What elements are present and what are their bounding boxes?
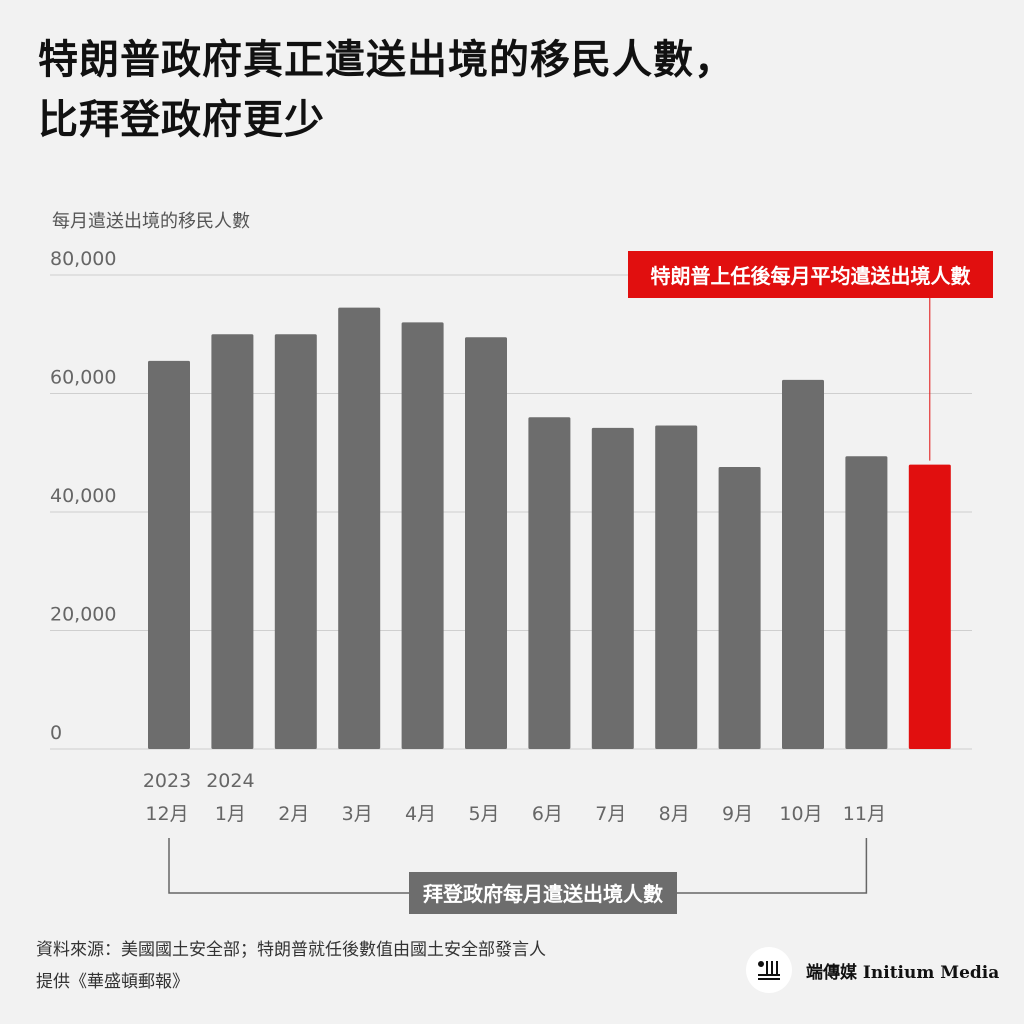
trump-annotation-box bbox=[628, 251, 993, 298]
y-tick-label: 0 bbox=[50, 722, 62, 744]
x-tick-label: 11月 bbox=[843, 803, 886, 825]
chart-title-line1: 特朗普政府真正遣送出境的移民人數， bbox=[38, 37, 735, 83]
y-tick-label: 60,000 bbox=[50, 367, 116, 389]
source-line1: 資料來源：美國國土安全部；特朗普就任後數值由國土安全部發言人 bbox=[36, 940, 546, 960]
x-tick-year: 2023 bbox=[143, 770, 191, 792]
x-tick-label: 5月 bbox=[468, 803, 499, 825]
trump-annotation-label: 特朗普上任後每月平均遣送出境人數 bbox=[651, 264, 971, 288]
bar bbox=[211, 334, 254, 749]
bar bbox=[148, 360, 190, 749]
x-tick-label: 6月 bbox=[532, 803, 563, 825]
x-tick-label: 4月 bbox=[405, 803, 436, 825]
x-tick-label: 1月 bbox=[215, 803, 246, 825]
x-tick-label: 3月 bbox=[342, 803, 373, 825]
bar bbox=[655, 425, 698, 749]
chart-title: 特朗普政府真正遣送出境的移民人數， 比拜登政府更少 bbox=[38, 30, 978, 150]
bar-chart: 每月遣送出境的移民人數 0 20,000 40,000 60,000 80,000 2023… bbox=[50, 211, 993, 914]
bar-trump-average bbox=[908, 464, 951, 749]
bar bbox=[401, 322, 444, 749]
y-tick-label: 20,000 bbox=[50, 604, 116, 626]
y-tick-label: 40,000 bbox=[50, 485, 116, 507]
bar bbox=[845, 456, 888, 749]
x-tick-label: 7月 bbox=[595, 803, 626, 825]
y-tick-label: 80,000 bbox=[50, 248, 116, 270]
source-note: 資料來源：美國國土安全部；特朗普就任後數值由國土安全部發言人 提供《華盛頓郵報》 bbox=[36, 934, 546, 998]
y-axis-label: 每月遣送出境的移民人數 bbox=[52, 211, 250, 232]
bar bbox=[718, 466, 761, 749]
bar bbox=[782, 379, 824, 749]
x-tick-label: 9月 bbox=[722, 803, 753, 825]
x-tick-year: 2024 bbox=[206, 770, 254, 792]
initium-logo-icon bbox=[746, 947, 792, 993]
bar bbox=[338, 307, 381, 749]
biden-bracket-label: 拜登政府每月遣送出境人數 bbox=[423, 882, 663, 906]
brand-name: 端傳媒 Initium Media bbox=[806, 962, 1000, 983]
x-tick-label: 10月 bbox=[779, 803, 822, 825]
source-line2: 提供《華盛頓郵報》 bbox=[36, 972, 189, 992]
x-tick-label: 8月 bbox=[659, 803, 690, 825]
bar bbox=[274, 334, 317, 749]
biden-bracket-box bbox=[409, 872, 677, 914]
chart-title-line2: 比拜登政府更少 bbox=[38, 97, 325, 143]
bar bbox=[591, 427, 634, 749]
x-tick-label: 12月 bbox=[145, 803, 188, 825]
bar bbox=[528, 417, 571, 749]
x-tick-label: 2月 bbox=[278, 803, 309, 825]
bar bbox=[465, 337, 507, 749]
brand-logo: 端傳媒 Initium Media bbox=[746, 946, 999, 994]
